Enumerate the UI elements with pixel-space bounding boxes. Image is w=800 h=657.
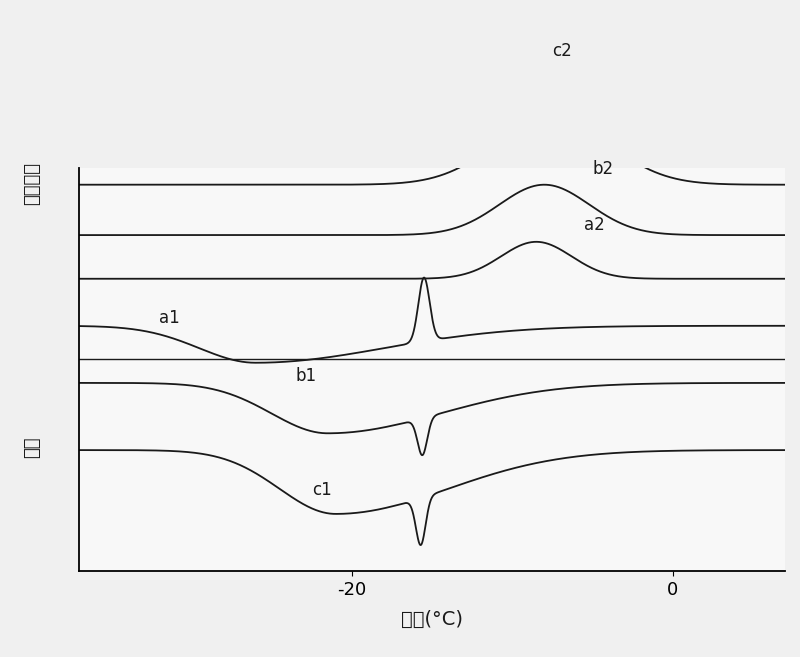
Text: 吸热向上: 吸热向上 [23, 162, 41, 206]
X-axis label: 温度(°C): 温度(°C) [401, 610, 463, 629]
Text: c1: c1 [312, 482, 331, 499]
Text: b2: b2 [593, 160, 614, 178]
Text: a2: a2 [585, 215, 605, 234]
Text: c2: c2 [552, 43, 572, 60]
Text: b1: b1 [296, 367, 317, 385]
Text: 热流: 热流 [23, 436, 41, 457]
Text: a1: a1 [159, 309, 180, 327]
